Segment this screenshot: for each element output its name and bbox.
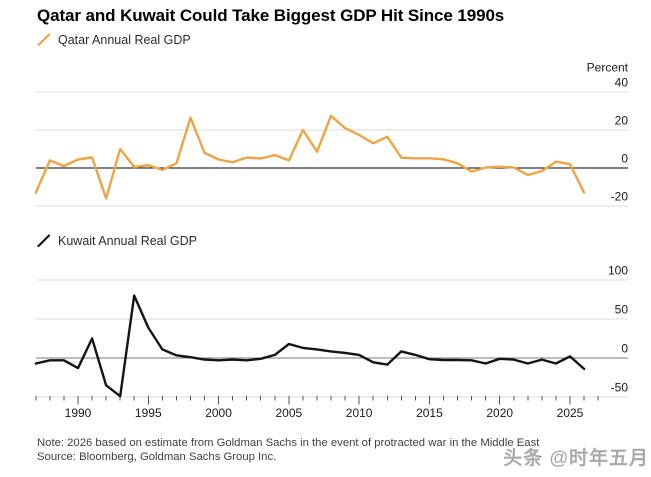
svg-text:2020: 2020 [486, 406, 513, 420]
note-text: Note: 2026 based on estimate from Goldma… [37, 437, 540, 449]
svg-text:2015: 2015 [416, 406, 443, 420]
svg-text:40: 40 [615, 76, 629, 90]
svg-text:Percent: Percent [587, 61, 629, 75]
svg-text:1995: 1995 [135, 406, 162, 420]
legend-kuwait-label: Kuwait Annual Real GDP [58, 234, 197, 248]
svg-text:2000: 2000 [205, 406, 232, 420]
svg-text:2025: 2025 [557, 406, 584, 420]
svg-text:100: 100 [608, 264, 628, 278]
page-title: Qatar and Kuwait Could Take Biggest GDP … [37, 6, 505, 25]
kuwait-line-swatch-icon [37, 234, 51, 248]
watermark: 头条 @时年五月 [503, 448, 649, 469]
legend-kuwait: Kuwait Annual Real GDP [37, 234, 197, 248]
legend-qatar: Qatar Annual Real GDP [37, 33, 191, 47]
qatar-gdp-line-chart: 40 20 0 -20 Percent [34, 61, 629, 207]
svg-text:-50: -50 [611, 381, 629, 395]
svg-text:20: 20 [615, 114, 629, 128]
svg-text:50: 50 [615, 303, 629, 317]
svg-text:2010: 2010 [346, 406, 373, 420]
svg-text:2005: 2005 [276, 406, 303, 420]
source-text: Source: Bloomberg, Goldman Sachs Group I… [37, 451, 277, 464]
svg-text:0: 0 [621, 152, 628, 166]
svg-text:0: 0 [621, 342, 628, 356]
legend-qatar-label: Qatar Annual Real GDP [58, 33, 191, 47]
footnote-block: Note: 2026 based on estimate from Goldma… [37, 436, 539, 465]
kuwait-gdp-line-chart: 100 50 0 -50 1990 1995 2000 2005 2010 2015 2020 202… [34, 264, 629, 420]
qatar-line-swatch-icon [37, 33, 51, 47]
svg-text:-20: -20 [611, 190, 629, 204]
svg-text:1990: 1990 [65, 406, 92, 420]
